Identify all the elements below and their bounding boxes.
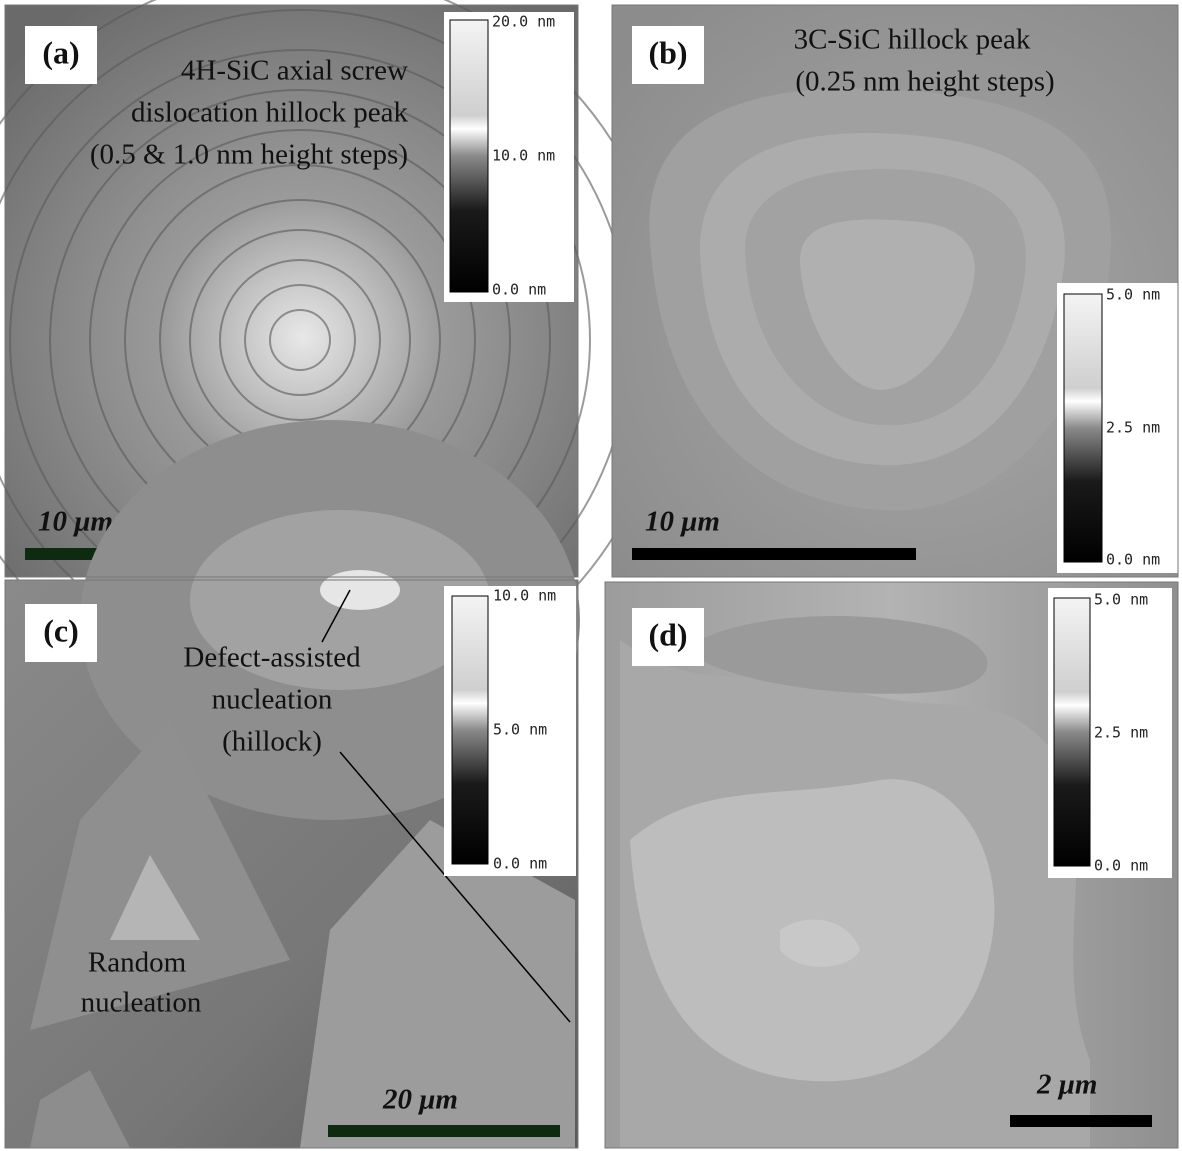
colorbar xyxy=(1054,598,1090,866)
colorbar-label: 0.0 nm xyxy=(1106,551,1160,569)
scale-bar-label: 20 μm xyxy=(382,1084,458,1116)
caption: (hillock) xyxy=(222,726,322,758)
panel-label: (a) xyxy=(42,34,79,70)
panel-label: (c) xyxy=(43,612,79,648)
colorbar-label: 10.0 nm xyxy=(493,587,556,605)
scale-bar xyxy=(328,1125,560,1137)
caption: Random xyxy=(88,947,187,979)
panel-d: (d) 5.0 nm 2.5 nm 0.0 nm 2 μm xyxy=(605,582,1178,1148)
figure: (a) 4H-SiC axial screw dislocation hillo… xyxy=(0,0,1182,1151)
panel-b: (b) 3C-SiC hillock peak (0.25 nm height … xyxy=(612,5,1178,577)
caption: (0.25 nm height steps) xyxy=(795,66,1054,98)
colorbar-label: 20.0 nm xyxy=(492,13,555,31)
panel-label: (b) xyxy=(648,34,687,70)
colorbar xyxy=(452,596,488,864)
scale-bar-label: 10 μm xyxy=(38,506,113,538)
scale-bar-label: 10 μm xyxy=(645,506,720,538)
caption: nucleation xyxy=(212,684,333,716)
caption: Defect-assisted xyxy=(183,642,361,674)
scale-bar xyxy=(632,548,916,560)
colorbar-label: 2.5 nm xyxy=(1106,419,1160,437)
caption: (0.5 & 1.0 nm height steps) xyxy=(90,139,408,171)
colorbar-label: 2.5 nm xyxy=(1094,724,1148,742)
caption: nucleation xyxy=(81,987,202,1019)
colorbar-label: 5.0 nm xyxy=(1106,286,1160,304)
panel-label: (d) xyxy=(648,616,687,652)
scale-bar xyxy=(1010,1115,1152,1127)
colorbar xyxy=(1064,294,1102,562)
colorbar-label: 5.0 nm xyxy=(493,721,547,739)
colorbar-label: 0.0 nm xyxy=(493,855,547,873)
caption: dislocation hillock peak xyxy=(131,97,409,129)
colorbar-label: 0.0 nm xyxy=(1094,857,1148,875)
colorbar xyxy=(450,20,488,292)
colorbar-label: 10.0 nm xyxy=(492,147,555,165)
scale-bar-label: 2 μm xyxy=(1036,1069,1097,1101)
colorbar-label: 5.0 nm xyxy=(1094,591,1148,609)
caption: 3C-SiC hillock peak xyxy=(794,24,1031,56)
colorbar-label: 0.0 nm xyxy=(492,281,546,299)
caption: 4H-SiC axial screw xyxy=(181,55,408,87)
